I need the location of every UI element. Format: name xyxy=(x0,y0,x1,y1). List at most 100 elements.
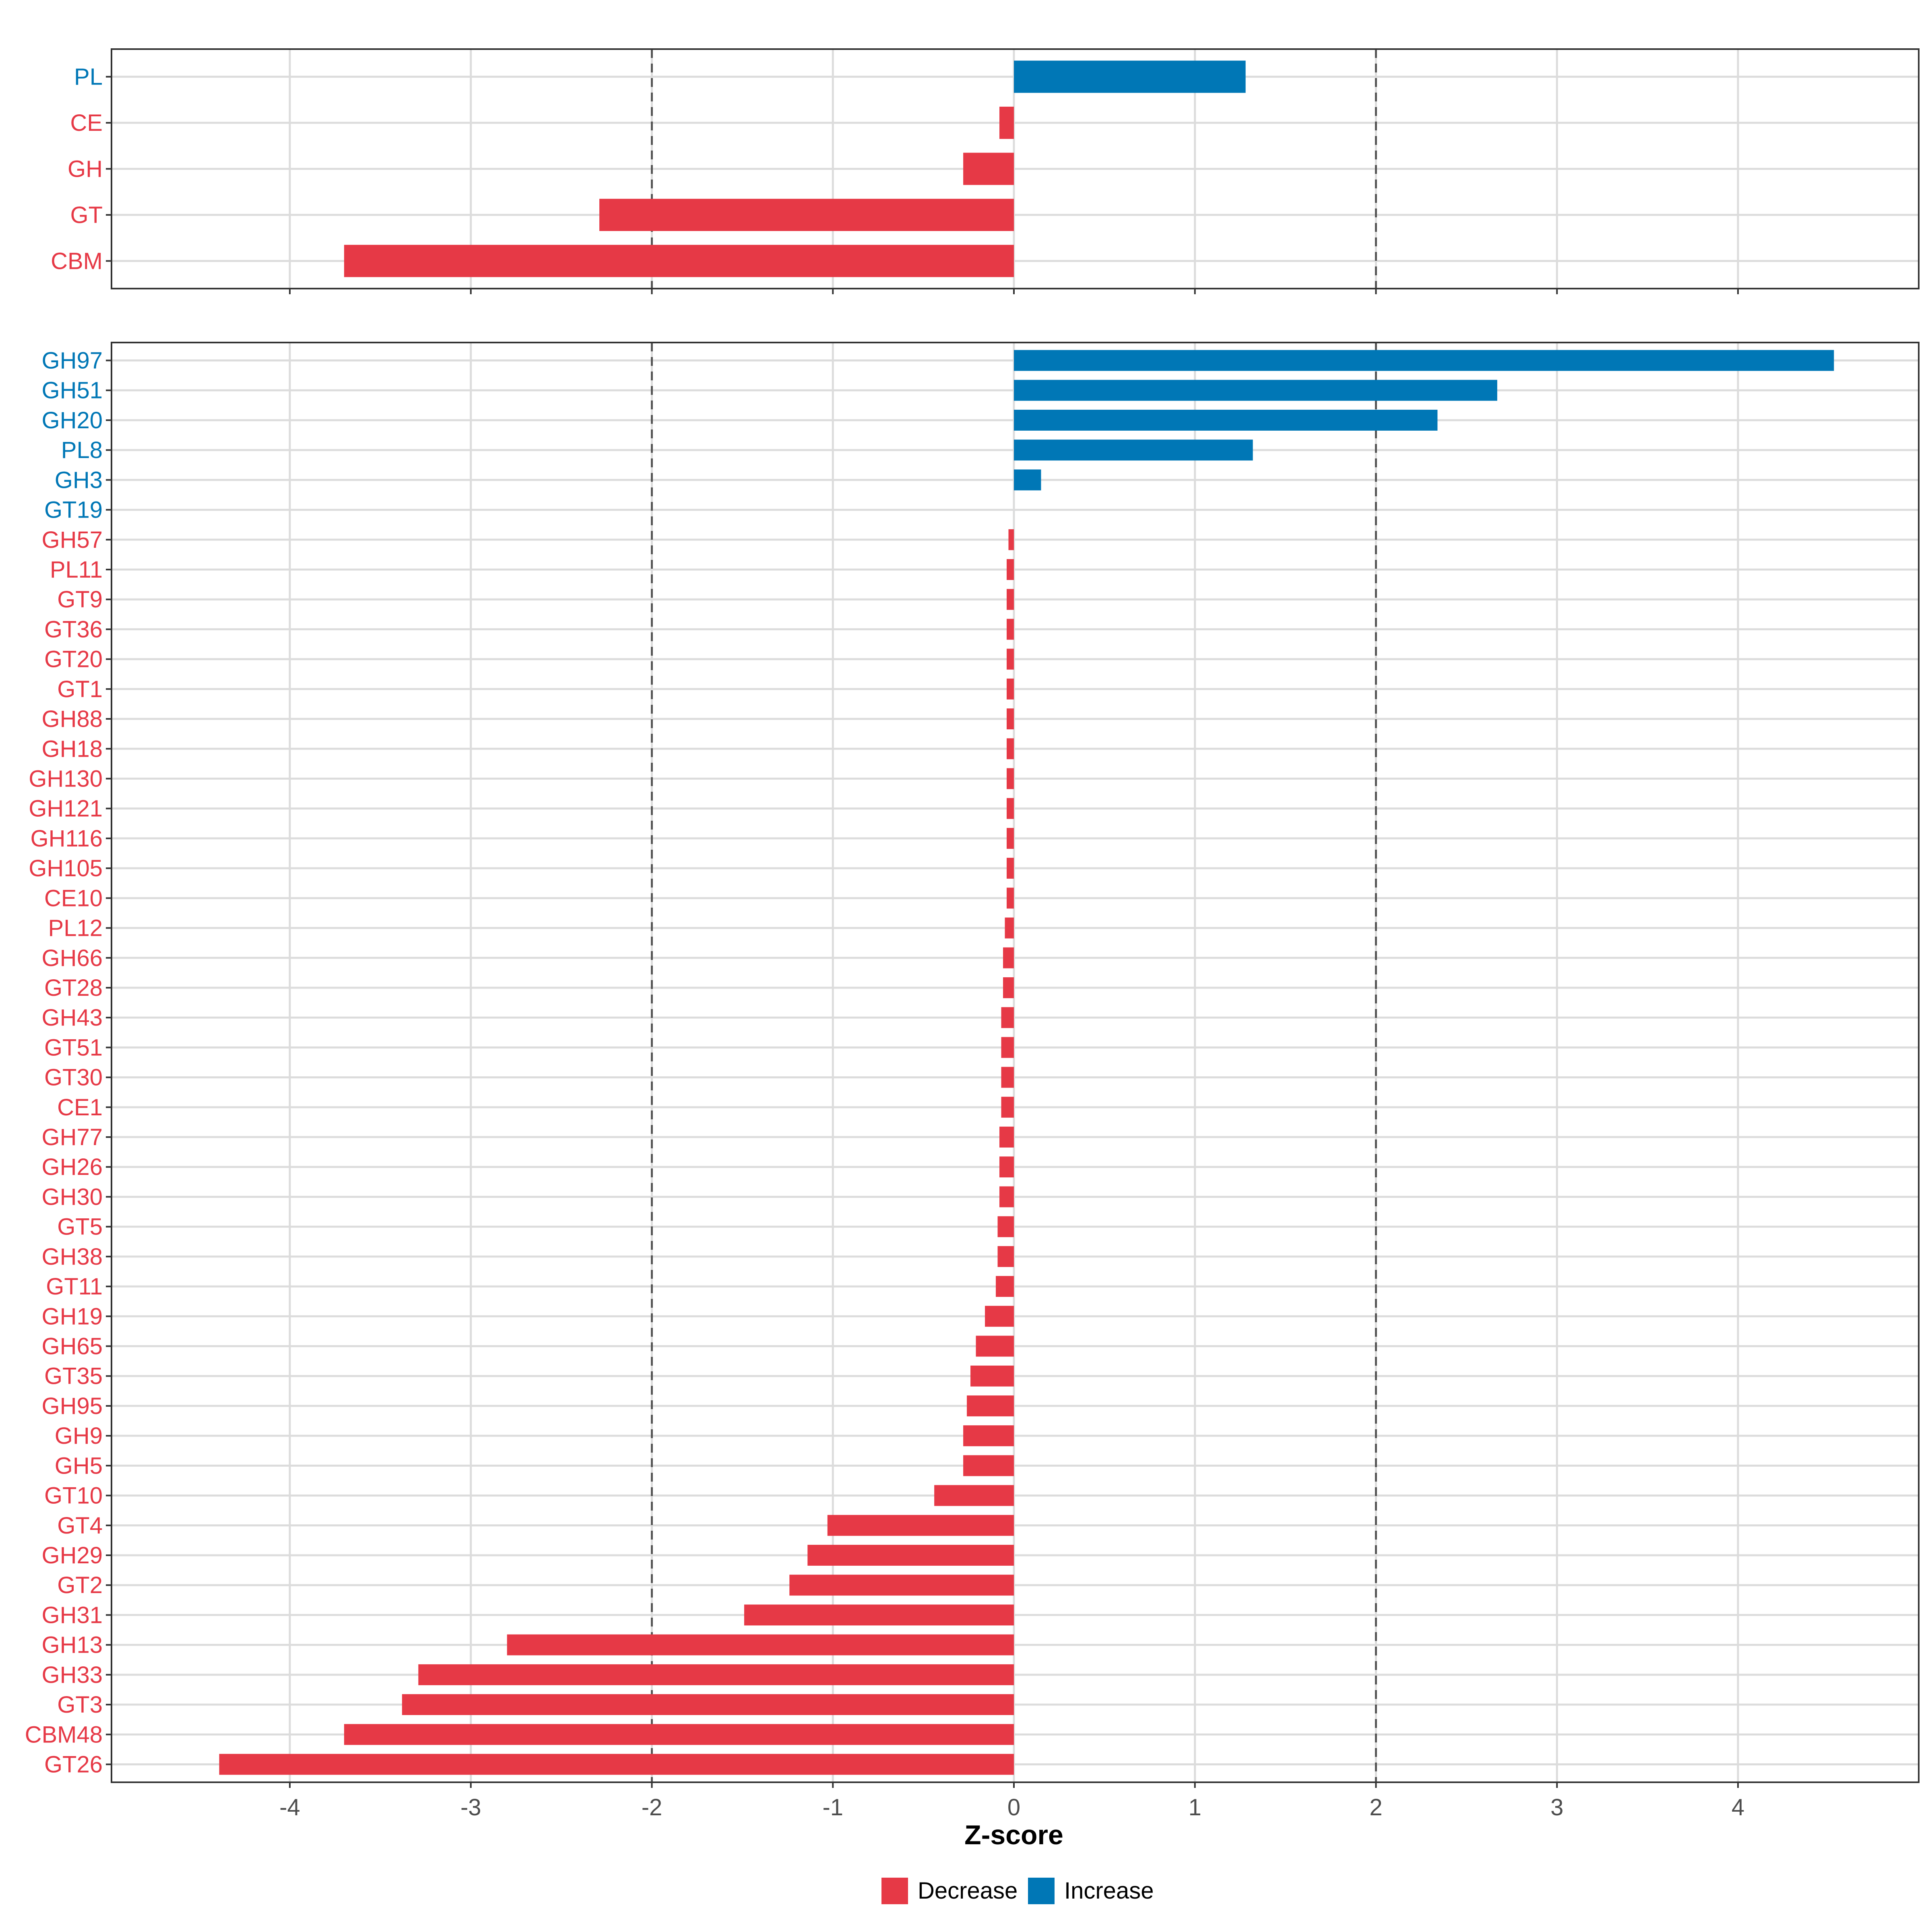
bar-GH19 xyxy=(985,1306,1014,1327)
category-label-GH116: GH116 xyxy=(31,826,103,852)
category-label-PL11: PL11 xyxy=(50,557,103,583)
bar-CE10 xyxy=(1007,888,1014,909)
category-label-CBM: CBM xyxy=(51,248,103,274)
category-label-GT5: GT5 xyxy=(57,1214,103,1240)
bar-GH5 xyxy=(963,1455,1014,1476)
x-tick-label-7: 3 xyxy=(1550,1794,1563,1821)
x-tick-label-0: -4 xyxy=(279,1794,300,1821)
category-label-GH95: GH95 xyxy=(41,1393,103,1419)
bar-GT9 xyxy=(1007,589,1014,610)
category-label-GT35: GT35 xyxy=(44,1363,103,1389)
bar-GH38 xyxy=(997,1246,1014,1267)
bar-GT10 xyxy=(934,1485,1014,1506)
bar-CBM xyxy=(344,245,1014,277)
bar-PL12 xyxy=(1005,917,1014,939)
category-label-CE1: CE1 xyxy=(57,1094,103,1121)
category-label-GT4: GT4 xyxy=(57,1513,103,1539)
category-label-GH65: GH65 xyxy=(41,1333,103,1360)
bar-GH29 xyxy=(807,1545,1014,1566)
category-label-GT19: GT19 xyxy=(44,497,103,523)
category-label-GH88: GH88 xyxy=(41,706,103,732)
legend-swatch-decrease xyxy=(881,1878,908,1904)
bar-GT xyxy=(599,198,1014,231)
category-label-GT26: GT26 xyxy=(44,1751,103,1777)
legend-label-increase: Increase xyxy=(1064,1878,1154,1904)
category-label-GH130: GH130 xyxy=(29,766,103,792)
bar-GT5 xyxy=(997,1216,1014,1237)
legend-swatch-increase xyxy=(1028,1878,1055,1904)
category-label-GT1: GT1 xyxy=(57,676,103,702)
bar-GH26 xyxy=(999,1156,1014,1178)
bar-GH13 xyxy=(507,1634,1014,1655)
category-label-GH9: GH9 xyxy=(55,1423,103,1449)
category-label-GH: GH xyxy=(68,156,103,182)
bar-CE1 xyxy=(1001,1096,1014,1118)
bar-GT30 xyxy=(1001,1067,1014,1088)
category-label-GT: GT xyxy=(70,202,103,228)
bar-PL xyxy=(1014,60,1246,93)
bar-CE xyxy=(999,107,1014,139)
bar-GT28 xyxy=(1003,977,1014,998)
category-label-GH30: GH30 xyxy=(41,1184,103,1210)
x-tick-label-1: -3 xyxy=(460,1794,481,1821)
bar-GH105 xyxy=(1007,858,1014,879)
bar-GT3 xyxy=(402,1694,1014,1715)
category-label-GH13: GH13 xyxy=(41,1632,103,1658)
bar-GT36 xyxy=(1007,619,1014,640)
category-label-GH18: GH18 xyxy=(41,736,103,762)
bar-GH51 xyxy=(1014,380,1497,401)
x-tick-label-5: 1 xyxy=(1189,1794,1201,1821)
category-label-GT20: GT20 xyxy=(44,646,103,673)
category-label-GH19: GH19 xyxy=(41,1303,103,1329)
category-label-GH31: GH31 xyxy=(41,1602,103,1628)
bar-GH66 xyxy=(1003,947,1014,968)
panel-family-level-background xyxy=(111,343,1919,1782)
category-label-GH57: GH57 xyxy=(41,527,103,553)
category-label-GH121: GH121 xyxy=(29,796,103,822)
legend: Decrease Increase xyxy=(881,1878,1154,1904)
category-label-GT36: GT36 xyxy=(44,616,103,642)
category-label-GH97: GH97 xyxy=(41,348,103,374)
bar-GT2 xyxy=(789,1575,1014,1596)
category-label-GH105: GH105 xyxy=(29,855,103,881)
x-axis: -4 -3 -2 -1 0 1 2 3 4 xyxy=(279,1794,1744,1821)
bar-GT51 xyxy=(1001,1037,1014,1058)
category-label-GH20: GH20 xyxy=(41,407,103,433)
bar-GH33 xyxy=(418,1664,1014,1685)
bar-GH97 xyxy=(1014,350,1834,371)
category-label-PL12: PL12 xyxy=(48,915,103,941)
bar-CBM48 xyxy=(344,1724,1014,1745)
category-label-CE: CE xyxy=(70,110,103,136)
category-label-GH29: GH29 xyxy=(41,1542,103,1569)
category-label-GT3: GT3 xyxy=(57,1692,103,1718)
category-label-CE10: CE10 xyxy=(44,885,103,911)
bar-GH77 xyxy=(999,1127,1014,1148)
bar-GT35 xyxy=(970,1365,1014,1387)
bar-GT20 xyxy=(1007,648,1014,670)
bar-GH88 xyxy=(1007,708,1014,730)
panel-top: PL CE GH GT CBM xyxy=(51,48,1920,294)
category-label-GH5: GH5 xyxy=(55,1453,103,1479)
category-label-CBM48: CBM48 xyxy=(25,1721,103,1748)
bar-GH121 xyxy=(1007,798,1014,819)
x-tick-label-6: 2 xyxy=(1369,1794,1382,1821)
category-label-GH43: GH43 xyxy=(41,1005,103,1031)
bar-GT11 xyxy=(996,1276,1014,1297)
bar-GH9 xyxy=(963,1425,1014,1447)
category-label-PL8: PL8 xyxy=(61,437,103,463)
bar-GT1 xyxy=(1007,678,1014,700)
x-tick-label-8: 4 xyxy=(1732,1794,1744,1821)
category-label-GT10: GT10 xyxy=(44,1483,103,1509)
category-label-GH3: GH3 xyxy=(55,467,103,493)
bar-GH18 xyxy=(1007,738,1014,760)
category-label-GH33: GH33 xyxy=(41,1662,103,1688)
panel-class-level-border xyxy=(111,48,1920,289)
bar-GH130 xyxy=(1007,768,1014,789)
bar-GH65 xyxy=(976,1335,1014,1357)
bar-PL8 xyxy=(1014,440,1253,461)
x-tick-label-4: 0 xyxy=(1007,1794,1020,1821)
bar-GH95 xyxy=(967,1395,1014,1416)
category-label-GH26: GH26 xyxy=(41,1154,103,1180)
category-label-GT11: GT11 xyxy=(46,1274,103,1300)
